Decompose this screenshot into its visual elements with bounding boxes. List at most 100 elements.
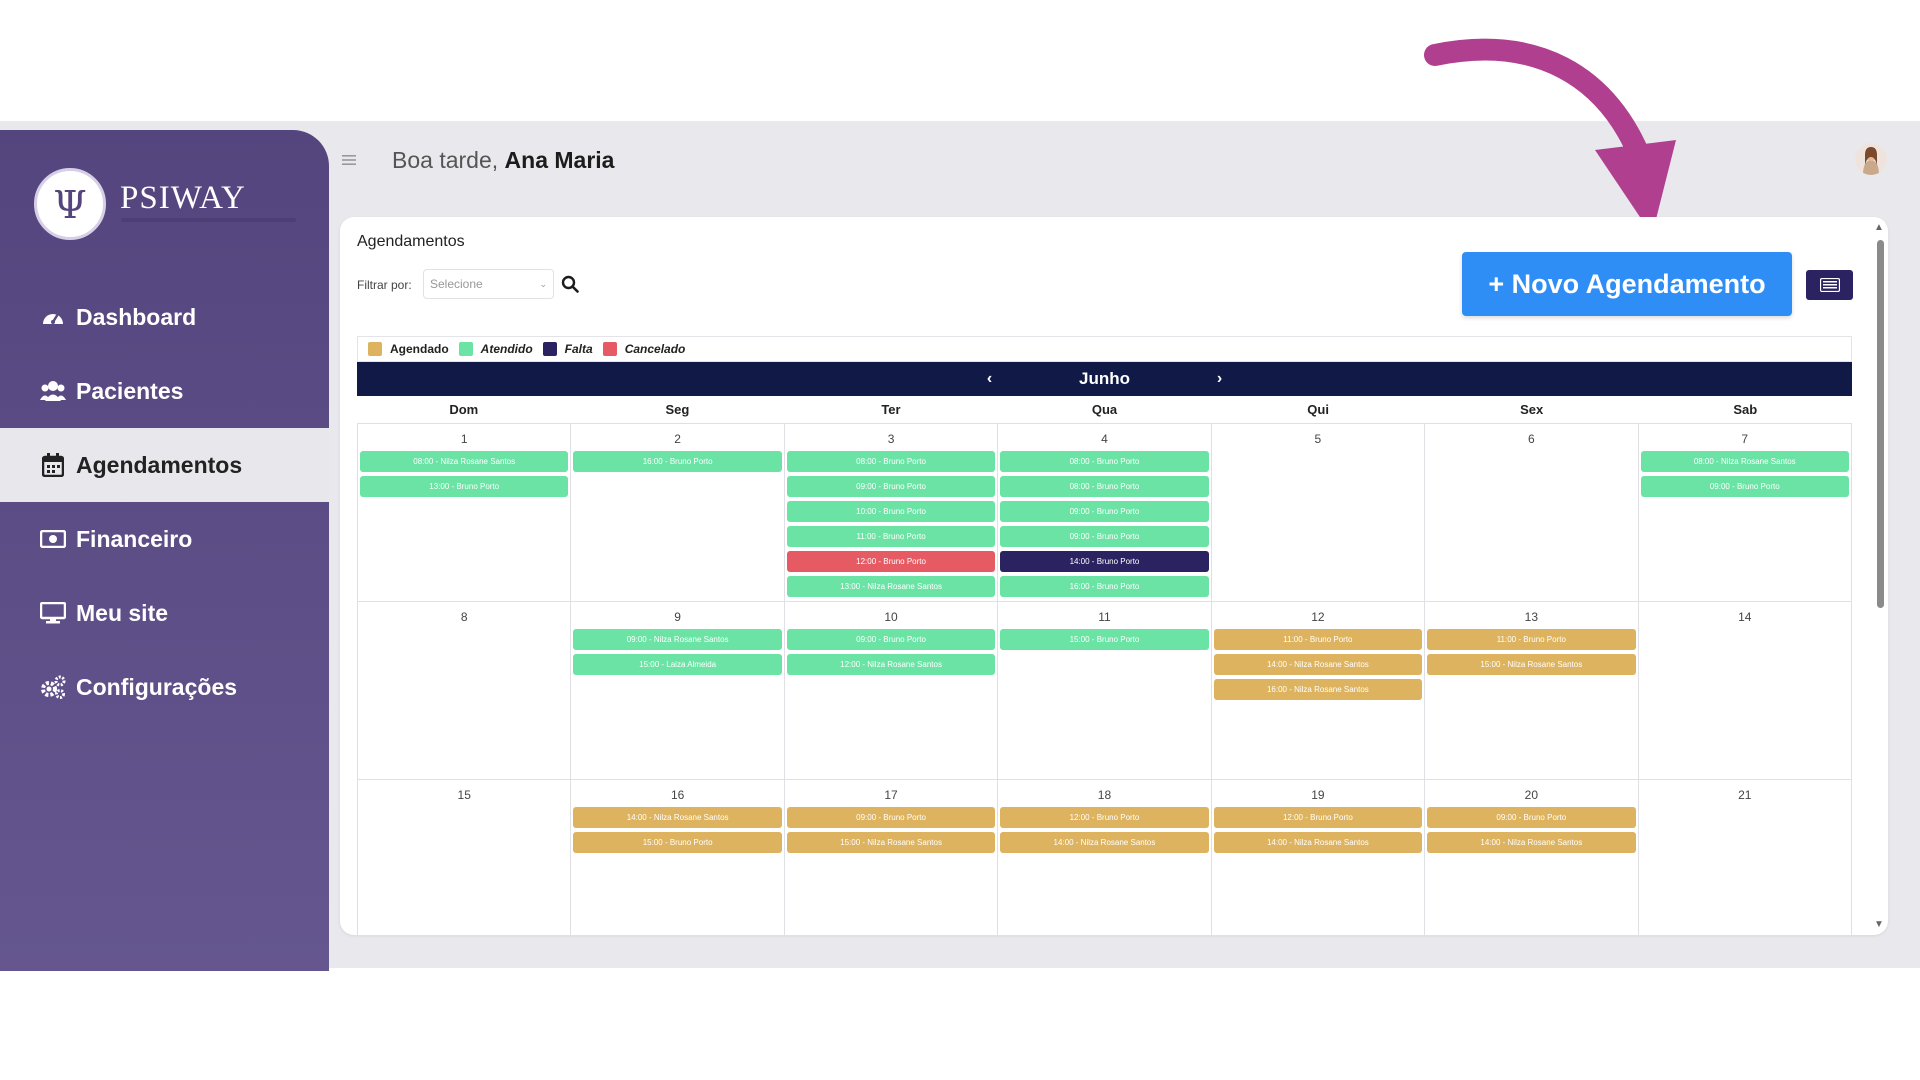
day-number: 18 [1097,788,1112,802]
calendar-day[interactable]: 5 [1211,424,1426,602]
sidebar-item-label: Dashboard [76,303,197,330]
appointment-event[interactable]: 08:00 - Nilza Rosane Santos [360,451,569,472]
sidebar-item-dashboard[interactable]: Dashboard [0,280,329,354]
calendar-day[interactable]: 10 09:00 - Bruno Porto 12:00 - Nilza Rosan… [784,602,999,780]
menu-toggle-icon[interactable] [342,155,356,165]
appointment-event[interactable]: 15:00 - Bruno Porto [1000,629,1209,650]
day-number: 12 [1311,610,1325,624]
day-number: 14 [1738,610,1752,624]
calendar-day[interactable]: 7 08:00 - Nilza Rosane Santos 09:00 - Brun… [1638,424,1852,602]
calendar-day[interactable]: 11 15:00 - Bruno Porto [998,602,1212,780]
weekday-label: Sab [1733,402,1758,417]
calendar-day[interactable]: 19 12:00 - Bruno Porto 14:00 - Nilza Rosan… [1211,780,1426,936]
list-view-button[interactable] [1806,270,1853,300]
scrollbar-thumb[interactable] [1877,240,1884,608]
appointment-event[interactable]: 09:00 - Bruno Porto [786,807,996,828]
legend-label: Falta [564,342,593,356]
calendar-day[interactable]: 1 08:00 - Nilza Rosane Santos 13:00 - Brun… [358,424,572,602]
appointment-event[interactable]: 14:00 - Nilza Rosane Santos [1427,832,1636,853]
appointment-event[interactable]: 16:00 - Nilza Rosane Santos [1213,679,1423,700]
appointment-event[interactable]: 13:00 - Bruno Porto [360,476,569,497]
sidebar-item-pacientes[interactable]: Pacientes [0,354,329,428]
appointment-event[interactable]: 10:00 - Bruno Porto [786,501,996,522]
sidebar-item-configuracoes[interactable]: Configurações [0,650,329,724]
appointment-event[interactable]: 09:00 - Bruno Porto [786,476,996,497]
appointment-event[interactable]: 15:00 - Nilza Rosane Santos [1427,654,1636,675]
dashboard-icon [40,304,66,330]
appointment-event[interactable]: 16:00 - Bruno Porto [573,451,782,472]
appointment-event[interactable]: 09:00 - Bruno Porto [1427,807,1636,828]
logo: Ψ [34,168,106,240]
calendar-day[interactable]: 14 [1638,602,1852,780]
calendar-day[interactable]: 8 [358,602,572,780]
status-legend: Agendado Atendido Falta Cancelado [357,336,1852,362]
next-month-icon[interactable]: › [1216,370,1223,387]
appointment-event[interactable]: 11:00 - Bruno Porto [1213,629,1423,650]
appointment-event[interactable]: 12:00 - Nilza Rosane Santos [786,654,996,675]
appointment-event[interactable]: 09:00 - Nilza Rosane Santos [573,629,782,650]
user-name: Ana Maria [504,147,615,173]
search-icon[interactable] [561,275,579,293]
calendar-day[interactable]: 15 [358,780,572,936]
appointment-event[interactable]: 08:00 - Bruno Porto [786,451,996,472]
sidebar-item-meu-site[interactable]: Meu site [0,576,329,650]
calendar-day[interactable]: 21 [1638,780,1852,936]
sidebar-item-agendamentos[interactable]: Agendamentos [0,428,329,502]
appointment-event[interactable]: 12:00 - Bruno Porto [1000,807,1209,828]
day-number: 8 [460,610,468,624]
appointment-event[interactable]: 14:00 - Bruno Porto [1000,551,1209,572]
calendar-day[interactable]: 2 16:00 - Bruno Porto [571,424,785,602]
appointment-event[interactable]: 13:00 - Nilza Rosane Santos [786,576,996,597]
appointment-event[interactable]: 12:00 - Bruno Porto [786,551,996,572]
calendar-day[interactable]: 18 12:00 - Bruno Porto 14:00 - Nilza Rosan… [998,780,1212,936]
calendar-day[interactable]: 17 09:00 - Bruno Porto 15:00 - Nilza Rosan… [784,780,999,936]
day-number: 11 [1098,610,1111,624]
appointment-event[interactable]: 14:00 - Nilza Rosane Santos [1213,654,1423,675]
appointment-event[interactable]: 09:00 - Bruno Porto [786,629,996,650]
money-icon [40,526,66,552]
appointment-event[interactable]: 11:00 - Bruno Porto [786,526,996,547]
legend-item-agendado: Agendado [368,342,449,356]
filter-select[interactable]: Selecione ⌄ [423,269,554,299]
calendar-day[interactable]: 4 08:00 - Bruno Porto 08:00 - Bruno Porto 0… [998,424,1212,602]
appointment-event[interactable]: 14:00 - Nilza Rosane Santos [1000,832,1209,853]
appointment-event[interactable]: 08:00 - Bruno Porto [1000,451,1209,472]
scroll-down-icon[interactable]: ▼ [1874,919,1884,930]
appointment-event[interactable]: 16:00 - Bruno Porto [1000,576,1209,597]
greeting-prefix: Boa tarde, [392,147,499,173]
appointment-event[interactable]: 11:00 - Bruno Porto [1427,629,1636,650]
sidebar-item-financeiro[interactable]: Financeiro [0,502,329,576]
appointment-event[interactable]: 09:00 - Bruno Porto [1640,476,1849,497]
calendar-day[interactable]: 20 09:00 - Bruno Porto 14:00 - Nilza Rosan… [1425,780,1639,936]
appointment-event[interactable]: 12:00 - Bruno Porto [1213,807,1423,828]
scroll-up-icon[interactable]: ▲ [1874,222,1884,233]
day-number: 5 [1314,432,1322,446]
appointment-event[interactable]: 15:00 - Bruno Porto [573,832,782,853]
avatar[interactable] [1855,143,1887,175]
new-appointment-button[interactable]: + Novo Agendamento [1462,252,1792,316]
calendar-day[interactable]: 3 08:00 - Bruno Porto 09:00 - Bruno Porto 1… [784,424,999,602]
calendar-day[interactable]: 6 [1425,424,1639,602]
calendar-grid: 1 08:00 - Nilza Rosane Santos 13:00 - Brun… [357,423,1852,936]
calendar-day[interactable]: 9 09:00 - Nilza Rosane Santos 15:00 - Laiz… [571,602,785,780]
calendar-day[interactable]: 16 14:00 - Nilza Rosane Santos 15:00 - Bru… [571,780,785,936]
calendar-day[interactable]: 12 11:00 - Bruno Porto 14:00 - Nilza Rosan… [1211,602,1426,780]
appointment-event[interactable]: 15:00 - Nilza Rosane Santos [786,832,996,853]
appointment-event[interactable]: 14:00 - Nilza Rosane Santos [1213,832,1423,853]
appointment-event[interactable]: 09:00 - Bruno Porto [1000,526,1209,547]
appointment-event[interactable]: 14:00 - Nilza Rosane Santos [573,807,782,828]
day-number: 10 [884,610,898,624]
brand-tagline-bar [121,218,296,222]
previous-month-icon[interactable]: ‹ [986,370,993,387]
sidebar-item-label: Agendamentos [76,451,243,478]
appointment-event[interactable]: 08:00 - Bruno Porto [1000,476,1209,497]
appointment-event[interactable]: 09:00 - Bruno Porto [1000,501,1209,522]
appointment-event[interactable]: 08:00 - Nilza Rosane Santos [1640,451,1849,472]
list-icon [1819,278,1840,292]
calendar-day[interactable]: 13 11:00 - Bruno Porto 15:00 - Nilza Rosan… [1425,602,1639,780]
gears-icon [40,674,66,700]
legend-swatch [602,342,617,356]
day-number: 21 [1738,788,1752,802]
appointment-event[interactable]: 15:00 - Laiza Almeida [573,654,782,675]
legend-swatch [368,342,382,356]
